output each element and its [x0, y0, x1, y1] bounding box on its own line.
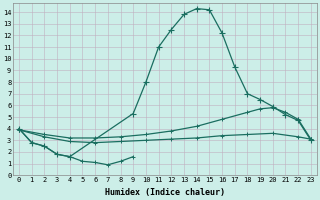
X-axis label: Humidex (Indice chaleur): Humidex (Indice chaleur)	[105, 188, 225, 197]
